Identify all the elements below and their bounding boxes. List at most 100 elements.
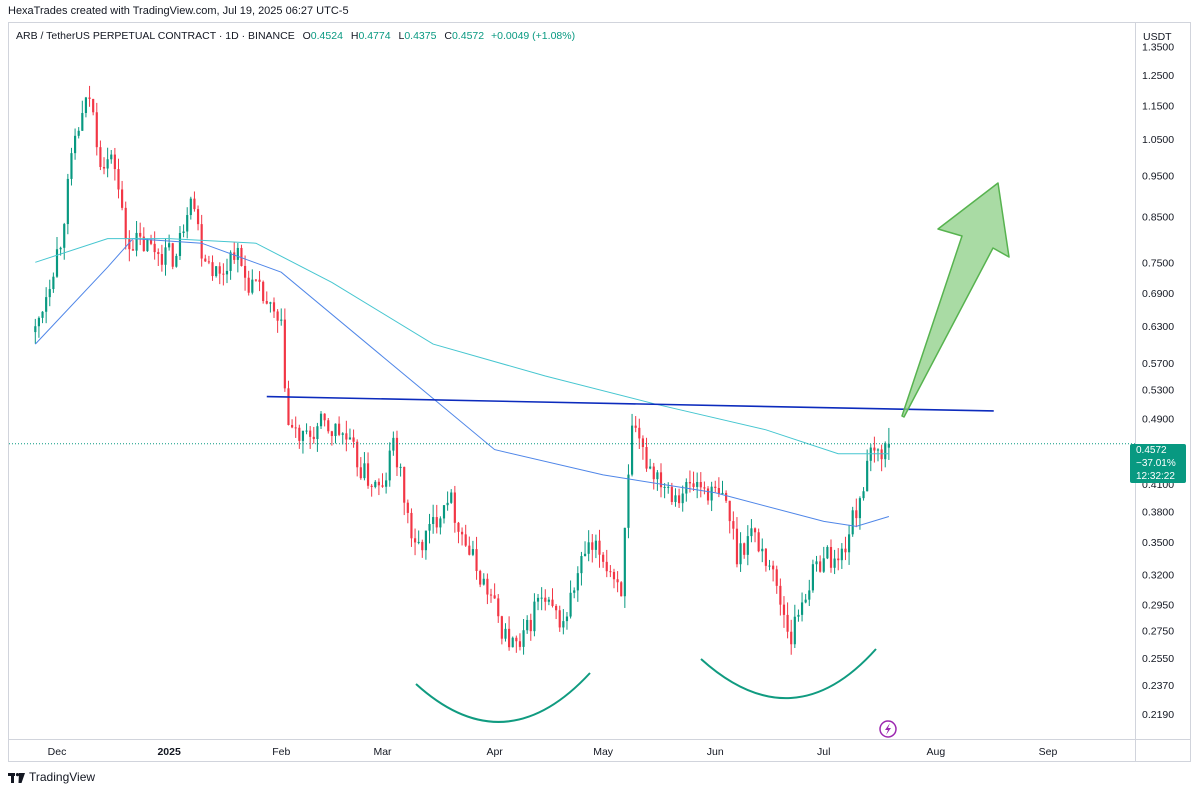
time-axis[interactable] bbox=[8, 740, 1136, 762]
change-value: +0.0049 (+1.08%) bbox=[491, 30, 576, 42]
candle-body bbox=[518, 641, 522, 647]
candle-body bbox=[540, 597, 543, 599]
price-tick-label: 1.0500 bbox=[1142, 134, 1174, 146]
candle-body bbox=[84, 97, 88, 114]
candle-body bbox=[207, 261, 210, 263]
candle-body bbox=[323, 413, 326, 421]
candle-body bbox=[634, 425, 637, 428]
candle-body bbox=[772, 565, 775, 570]
candle-body bbox=[37, 317, 41, 327]
candle-body bbox=[681, 493, 684, 504]
candle-body bbox=[222, 273, 225, 275]
candle-body bbox=[725, 492, 728, 501]
candle-body bbox=[41, 311, 44, 318]
price-tick-label: 0.3500 bbox=[1142, 537, 1174, 549]
candle-body bbox=[388, 450, 391, 481]
candle-body bbox=[272, 302, 276, 312]
candle-body bbox=[117, 169, 120, 190]
candle-body bbox=[113, 154, 116, 170]
candle-body bbox=[609, 571, 612, 573]
currency-label[interactable]: USDT bbox=[1143, 31, 1172, 43]
candle-body bbox=[876, 449, 880, 451]
candle-body bbox=[251, 279, 254, 293]
candle-body bbox=[602, 554, 605, 562]
candle-body bbox=[714, 486, 717, 489]
candle-body bbox=[753, 528, 757, 533]
attribution-bar: HexaTrades created with TradingView.com,… bbox=[0, 0, 1200, 22]
candle-body bbox=[529, 619, 532, 632]
candle-body bbox=[189, 198, 192, 216]
time-tick-label: Aug bbox=[927, 746, 946, 758]
candle-body bbox=[356, 441, 359, 468]
neckline-trendline bbox=[266, 395, 994, 412]
candle-body bbox=[851, 510, 854, 535]
candle-body bbox=[508, 628, 511, 648]
candle-body bbox=[95, 112, 98, 148]
candle-body bbox=[706, 488, 710, 501]
candle-body bbox=[688, 482, 692, 484]
candle-body bbox=[678, 495, 681, 504]
candle-body bbox=[439, 518, 442, 528]
candle-body bbox=[544, 597, 547, 602]
candle-body bbox=[106, 159, 109, 169]
candle-body bbox=[779, 585, 782, 605]
candle-body bbox=[450, 492, 453, 503]
low-label: L bbox=[398, 30, 405, 42]
price-axis[interactable] bbox=[1136, 22, 1191, 740]
candle-body bbox=[432, 517, 435, 524]
candle-body bbox=[743, 543, 746, 555]
candle-body bbox=[446, 502, 449, 506]
chart-pane[interactable] bbox=[8, 22, 1136, 740]
last-price-badge: 0.4572 −37.01% 12:32:22 bbox=[1130, 444, 1186, 483]
symbol-name: ARB / TetherUS PERPETUAL CONTRACT · 1D ·… bbox=[16, 30, 295, 42]
candle-body bbox=[124, 207, 127, 240]
candle-body bbox=[258, 279, 261, 282]
candle-body bbox=[265, 300, 268, 304]
tradingview-footer[interactable]: TradingView bbox=[8, 770, 95, 784]
candle-body bbox=[287, 388, 290, 426]
candle-body bbox=[844, 548, 847, 553]
candle-body bbox=[233, 252, 236, 260]
candle-body bbox=[750, 528, 753, 537]
candle-body bbox=[348, 437, 352, 440]
candle-body bbox=[294, 427, 297, 429]
candle-body bbox=[797, 614, 800, 617]
candle-body bbox=[236, 247, 239, 260]
candle-body bbox=[215, 266, 218, 277]
candle-body bbox=[186, 215, 189, 232]
candle-body bbox=[77, 130, 80, 136]
candle-body bbox=[280, 319, 283, 321]
candle-body bbox=[638, 427, 641, 439]
price-tick-label: 0.2550 bbox=[1142, 653, 1174, 665]
candle-body bbox=[721, 492, 724, 494]
candle-body bbox=[59, 247, 62, 250]
low-value: 0.4375 bbox=[404, 30, 437, 42]
candle-body bbox=[385, 480, 388, 487]
price-tick-label: 0.6900 bbox=[1142, 288, 1174, 300]
time-tick-label: May bbox=[593, 746, 614, 758]
candle-body bbox=[641, 438, 645, 448]
breakout-arrow bbox=[901, 182, 1010, 418]
candle-body bbox=[884, 443, 887, 460]
time-tick-labels: Dec 2025 Feb Mar Apr May Jun Jul Aug Sep bbox=[48, 746, 1058, 758]
candle-body bbox=[811, 564, 814, 591]
time-tick-label: Jul bbox=[817, 746, 830, 758]
candle-body bbox=[551, 599, 554, 606]
candle-body bbox=[453, 492, 456, 523]
candle-body bbox=[457, 522, 460, 532]
candle-body bbox=[312, 436, 315, 440]
candle-body bbox=[703, 487, 706, 489]
candle-body bbox=[790, 631, 793, 645]
candle-body bbox=[211, 262, 214, 277]
candle-body bbox=[696, 481, 699, 487]
badge-price: 0.4572 bbox=[1136, 445, 1167, 456]
candle-body bbox=[73, 135, 77, 154]
candle-body bbox=[131, 249, 135, 251]
candle-body bbox=[847, 534, 851, 553]
candle-body bbox=[305, 430, 308, 432]
candle-body bbox=[196, 209, 200, 225]
candle-body bbox=[319, 413, 323, 427]
time-tick-label: Feb bbox=[272, 746, 290, 758]
candle-body bbox=[858, 498, 862, 519]
